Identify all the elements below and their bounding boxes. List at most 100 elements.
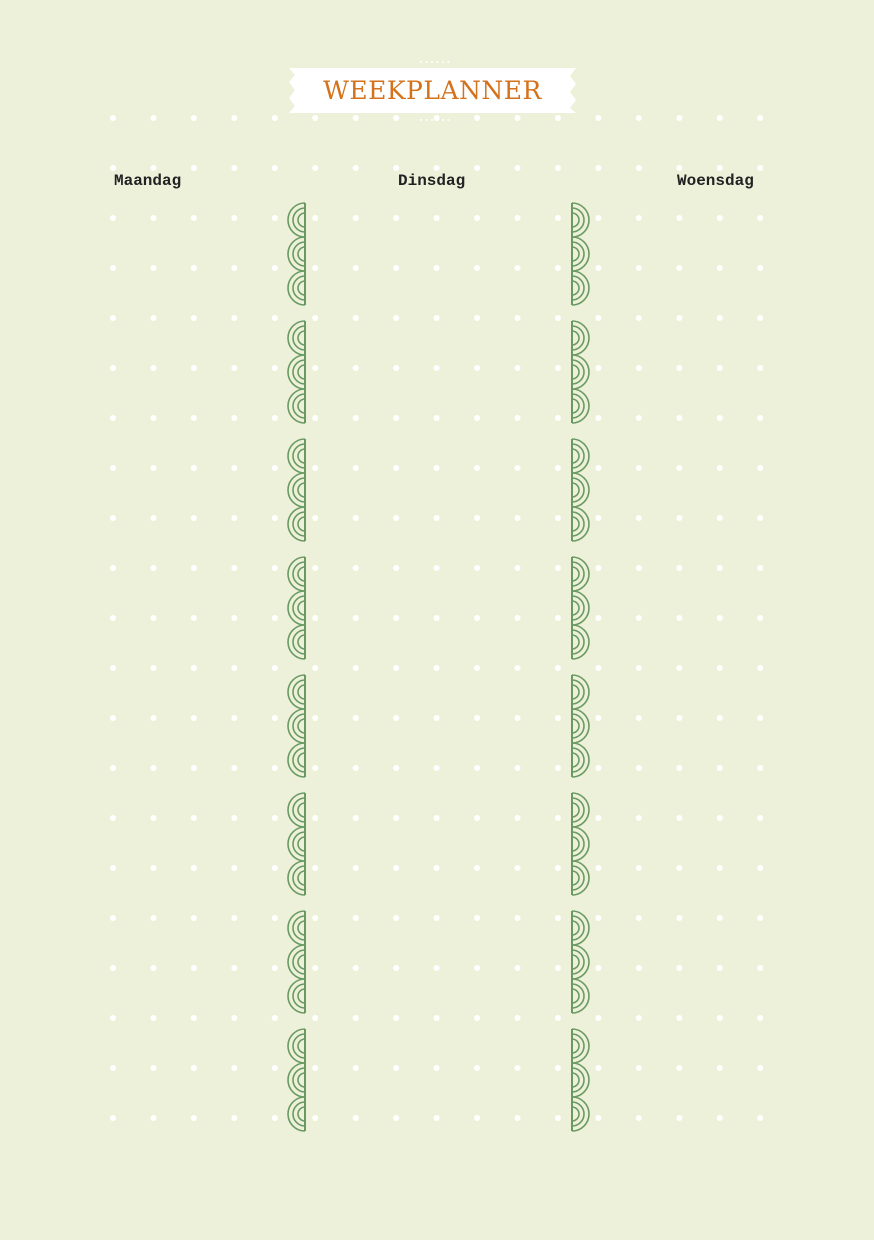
semicircle-icon [292,561,306,587]
grid-dot [716,665,723,671]
grid-dot [716,1065,723,1071]
semicircle-icon [571,797,585,823]
grid-dot [393,565,400,571]
grid-dot [595,115,602,121]
grid-dot [271,665,278,671]
semicircle-icon [287,944,306,980]
semicircle-icon [571,684,580,700]
grid-dot [433,215,440,221]
semicircle-icon [297,684,306,700]
semicircle-icon [571,910,590,946]
banner-dot [442,119,444,121]
grid-dot [393,365,400,371]
semicircle-icon [292,1067,306,1093]
grid-dot [676,465,683,471]
semicircle-icon [287,792,306,828]
semicircle-icon [571,561,585,587]
grid-dot [271,765,278,771]
grid-dot [676,1015,683,1021]
grid-dot [716,265,723,271]
semicircle-icon [571,624,590,660]
semicircle-icon [287,708,306,744]
grid-dot [676,615,683,621]
banner-dot [425,61,428,63]
grid-dot [676,415,683,421]
semicircle-icon [571,443,585,469]
semicircle-icon [571,679,585,705]
grid-dot [757,815,764,821]
grid-dot [231,215,238,221]
semicircle-icon [571,802,580,818]
grid-dot [757,165,764,171]
grid-dot [271,265,278,271]
grid-dot [190,615,197,621]
grid-dot [554,1065,561,1071]
grid-dot [716,415,723,421]
grid-dot [110,515,116,521]
grid-dot [150,715,157,721]
grid-dot [595,565,602,571]
column-dividers [287,202,590,1132]
grid-dot [635,1115,642,1121]
grid-dot [757,115,764,121]
grid-dot [554,615,561,621]
semicircle-icon [287,1028,306,1064]
grid-dot [271,615,278,621]
semicircle-icon [571,870,580,886]
title-banner [289,68,576,113]
semicircle-icon [297,364,306,380]
grid-dot [231,1015,238,1021]
grid-dot [676,765,683,771]
grid-dot [554,815,561,821]
semicircle-icon [571,920,580,936]
semicircle-icon [571,708,590,744]
semicircle-icon [297,1072,306,1088]
grid-dot [716,565,723,571]
grid-dot [190,415,197,421]
grid-dot [190,665,197,671]
grid-dot [231,1065,238,1071]
semicircle-icon [292,443,306,469]
grid-dot [312,365,319,371]
grid-dot [190,165,197,171]
grid-dot [352,265,359,271]
grid-dot [110,215,116,221]
page-title: WEEKPLANNER [323,76,542,105]
grid-dot [757,215,764,221]
grid-dot [554,915,561,921]
grid-dot [271,165,278,171]
grid-dot [514,865,521,871]
grid-dot [474,415,481,421]
grid-dot [635,915,642,921]
grid-dot [110,915,116,921]
grid-dot [231,615,238,621]
grid-dot [474,315,481,321]
grid-dot [433,1015,440,1021]
semicircle-icon [571,836,580,852]
semicircle-icon [287,860,306,896]
grid-dot [352,1065,359,1071]
banner-dots [420,61,450,121]
grid-dot [433,815,440,821]
semicircle-icon [287,1062,306,1098]
semicircle-icon [297,718,306,734]
grid-dot [393,1015,400,1021]
grid-dot [595,765,602,771]
banner-dot [436,119,439,121]
grid-dot [312,765,319,771]
grid-dot [514,415,521,421]
grid-dot [312,815,319,821]
grid-dot [514,1065,521,1071]
grid-dot [474,965,481,971]
grid-dot [312,115,319,121]
grid-dot [433,865,440,871]
grid-dot [110,365,116,371]
grid-dot [635,365,642,371]
grid-dot [635,965,642,971]
semicircle-icon [571,388,590,424]
banner-dot [431,119,433,121]
grid-dot [190,215,197,221]
semicircle-icon [571,566,580,582]
semicircle-icon [287,978,306,1014]
grid-dot [554,115,561,121]
